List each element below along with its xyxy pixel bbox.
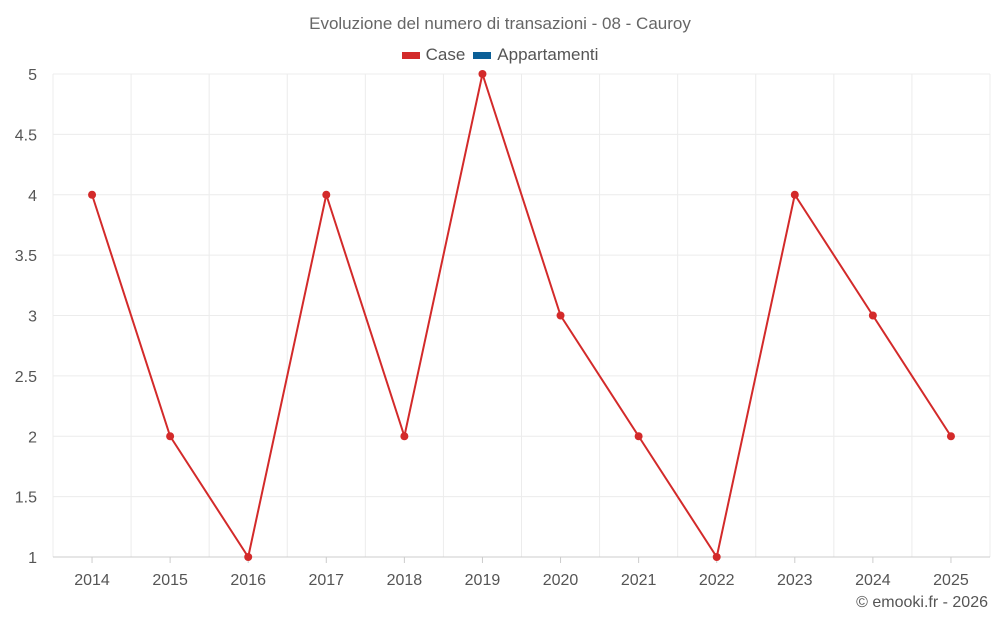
x-tick-label: 2018 bbox=[387, 572, 423, 589]
y-tick-label: 4 bbox=[28, 188, 37, 205]
data-point bbox=[712, 553, 721, 561]
data-point bbox=[166, 432, 175, 441]
x-tick-label: 2025 bbox=[933, 572, 969, 589]
y-tick-label: 2.5 bbox=[15, 369, 37, 386]
x-tick-label: 2014 bbox=[74, 572, 110, 589]
x-tick-label: 2021 bbox=[621, 572, 657, 589]
legend-swatch-appartamenti bbox=[473, 51, 492, 59]
data-point bbox=[556, 311, 565, 320]
x-tick-label: 2023 bbox=[777, 572, 813, 589]
data-point bbox=[790, 190, 799, 199]
data-point bbox=[634, 432, 643, 441]
legend-label-appartamenti: Appartamenti bbox=[497, 45, 599, 64]
data-point bbox=[244, 553, 253, 561]
y-tick-label: 1.5 bbox=[15, 490, 37, 507]
legend-label-case: Case bbox=[425, 45, 466, 64]
y-tick-label: 2 bbox=[28, 429, 37, 446]
x-tick-label: 2017 bbox=[308, 572, 344, 589]
data-point bbox=[478, 70, 487, 78]
y-tick-label: 4.5 bbox=[15, 127, 37, 144]
x-tick-label: 2022 bbox=[699, 572, 735, 589]
legend-item-appartamenti[interactable]: Appartamenti bbox=[473, 45, 598, 65]
data-point bbox=[400, 432, 409, 441]
y-tick-label: 3 bbox=[28, 309, 37, 326]
legend: Case Appartamenti bbox=[0, 45, 1000, 65]
y-tick-label: 5 bbox=[28, 67, 37, 84]
x-tick-label: 2024 bbox=[855, 572, 891, 589]
data-point bbox=[868, 311, 877, 320]
chart-title: Evoluzione del numero di transazioni - 0… bbox=[309, 14, 691, 33]
y-tick-label: 1 bbox=[28, 550, 37, 567]
y-tick-label: 3.5 bbox=[15, 248, 37, 265]
data-point bbox=[946, 432, 955, 441]
legend-item-case[interactable]: Case bbox=[401, 45, 466, 65]
series-line-0 bbox=[91, 73, 952, 558]
data-point bbox=[322, 190, 331, 199]
data-point bbox=[88, 190, 97, 199]
credit-text: © emooki.fr - 2026 bbox=[856, 594, 988, 611]
x-tick-label: 2020 bbox=[543, 572, 579, 589]
x-tick-label: 2019 bbox=[465, 572, 501, 589]
x-tick-label: 2015 bbox=[152, 572, 188, 589]
legend-swatch-case bbox=[401, 51, 420, 59]
x-tick-label: 2016 bbox=[230, 572, 266, 589]
